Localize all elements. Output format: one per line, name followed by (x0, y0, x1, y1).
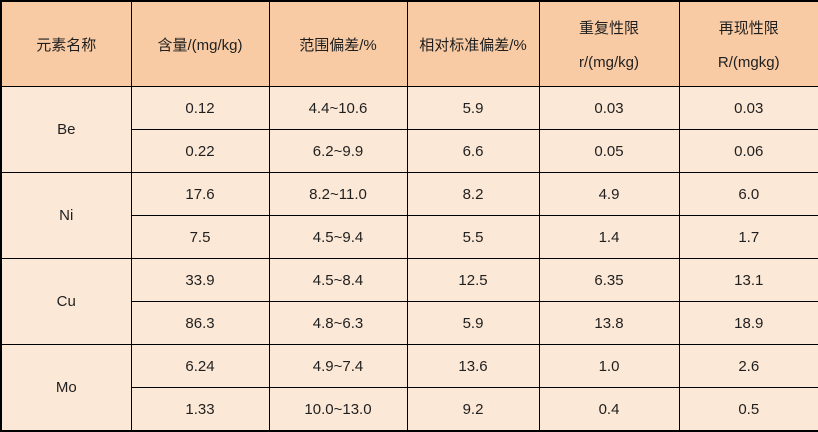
header-repeatability-title: 重复性限 (540, 17, 679, 38)
content-cell: 0.22 (131, 130, 269, 173)
content-cell: 6.24 (131, 345, 269, 388)
header-repeatability-limit: 重复性限 r/(mg/kg) (539, 1, 679, 87)
element-cell-mo: Mo (1, 345, 131, 432)
repeatability-cell: 0.03 (539, 87, 679, 130)
rsd-cell: 13.6 (407, 345, 539, 388)
range-cell: 8.2~11.0 (269, 173, 407, 216)
header-range-deviation: 范围偏差/% (269, 1, 407, 87)
element-cell-ni: Ni (1, 173, 131, 259)
rsd-cell: 6.6 (407, 130, 539, 173)
rsd-cell: 8.2 (407, 173, 539, 216)
rsd-cell: 12.5 (407, 259, 539, 302)
repeatability-cell: 0.05 (539, 130, 679, 173)
content-cell: 33.9 (131, 259, 269, 302)
repeatability-cell: 1.0 (539, 345, 679, 388)
range-cell: 4.4~10.6 (269, 87, 407, 130)
header-relative-std-deviation: 相对标准偏差/% (407, 1, 539, 87)
rsd-cell: 5.5 (407, 216, 539, 259)
table-header-row: 元素名称 含量/(mg/kg) 范围偏差/% 相对标准偏差/% 重复性限 r/(… (1, 1, 818, 87)
reproducibility-cell: 13.1 (679, 259, 818, 302)
header-reproducibility-title: 再现性限 (680, 17, 818, 38)
header-reproducibility-unit: R/(mgkg) (680, 54, 818, 71)
content-cell: 1.33 (131, 388, 269, 432)
reproducibility-cell: 0.06 (679, 130, 818, 173)
content-cell: 7.5 (131, 216, 269, 259)
repeatability-cell: 13.8 (539, 302, 679, 345)
element-cell-be: Be (1, 87, 131, 173)
reproducibility-cell: 0.5 (679, 388, 818, 432)
repeatability-cell: 0.4 (539, 388, 679, 432)
reproducibility-cell: 1.7 (679, 216, 818, 259)
repeatability-cell: 4.9 (539, 173, 679, 216)
header-element-name: 元素名称 (1, 1, 131, 87)
range-cell: 4.8~6.3 (269, 302, 407, 345)
reproducibility-cell: 0.03 (679, 87, 818, 130)
rsd-cell: 9.2 (407, 388, 539, 432)
reproducibility-cell: 6.0 (679, 173, 818, 216)
header-content: 含量/(mg/kg) (131, 1, 269, 87)
range-cell: 10.0~13.0 (269, 388, 407, 432)
table-body: Be 0.12 4.4~10.6 5.9 0.03 0.03 0.22 6.2~… (1, 87, 818, 432)
repeatability-cell: 1.4 (539, 216, 679, 259)
rsd-cell: 5.9 (407, 302, 539, 345)
header-reproducibility-limit: 再现性限 R/(mgkg) (679, 1, 818, 87)
reproducibility-cell: 2.6 (679, 345, 818, 388)
element-cell-cu: Cu (1, 259, 131, 345)
range-cell: 6.2~9.9 (269, 130, 407, 173)
content-cell: 86.3 (131, 302, 269, 345)
table-row: Be 0.12 4.4~10.6 5.9 0.03 0.03 (1, 87, 818, 130)
reproducibility-cell: 18.9 (679, 302, 818, 345)
table-row: Mo 6.24 4.9~7.4 13.6 1.0 2.6 (1, 345, 818, 388)
range-cell: 4.5~8.4 (269, 259, 407, 302)
content-cell: 0.12 (131, 87, 269, 130)
range-cell: 4.5~9.4 (269, 216, 407, 259)
header-repeatability-unit: r/(mg/kg) (540, 54, 679, 71)
content-cell: 17.6 (131, 173, 269, 216)
table-row: Ni 17.6 8.2~11.0 8.2 4.9 6.0 (1, 173, 818, 216)
table-row: Cu 33.9 4.5~8.4 12.5 6.35 13.1 (1, 259, 818, 302)
repeatability-cell: 6.35 (539, 259, 679, 302)
rsd-cell: 5.9 (407, 87, 539, 130)
range-cell: 4.9~7.4 (269, 345, 407, 388)
